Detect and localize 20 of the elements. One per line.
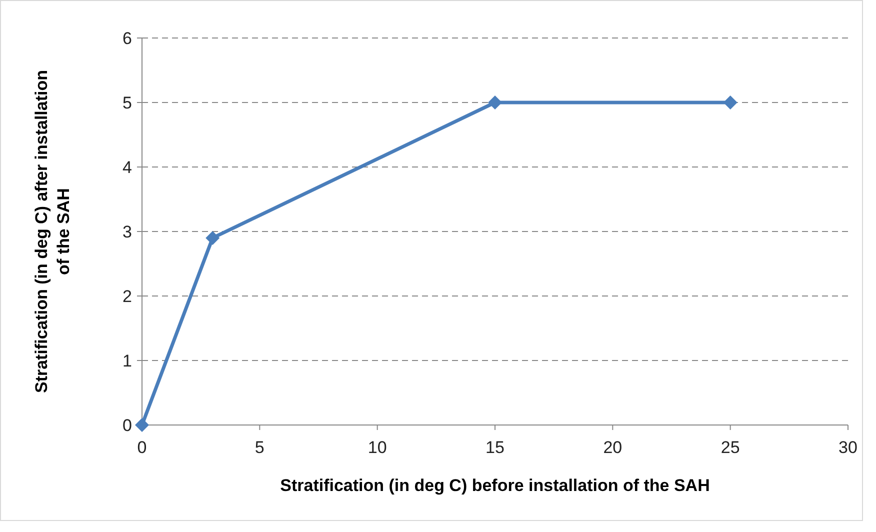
y-tick-label: 6 <box>122 28 132 48</box>
x-tick-label: 10 <box>368 438 387 457</box>
x-tick-label: 5 <box>254 438 264 457</box>
y-tick-label: 4 <box>122 158 132 177</box>
point <box>135 418 149 432</box>
y-tick-label: 0 <box>122 416 132 435</box>
y-tick-label: 2 <box>122 286 132 306</box>
point <box>488 96 502 110</box>
y-tick-label: 3 <box>122 222 132 242</box>
y-tick-label: 1 <box>122 351 132 370</box>
point <box>206 230 220 245</box>
x-tick-label: 20 <box>603 438 622 457</box>
y-axis-title: Stratification (in deg C) after installation of the SAH <box>32 70 73 394</box>
x-tick-label: 0 <box>137 438 147 457</box>
x-tick-label: 25 <box>720 438 740 457</box>
x-axis-title: Stratification (in deg C) before installation of the SAH <box>280 476 710 495</box>
y-tick-label: 5 <box>122 93 132 112</box>
x-tick-label: 30 <box>838 438 858 457</box>
x-tick-label: 15 <box>486 438 504 457</box>
point <box>723 96 738 110</box>
